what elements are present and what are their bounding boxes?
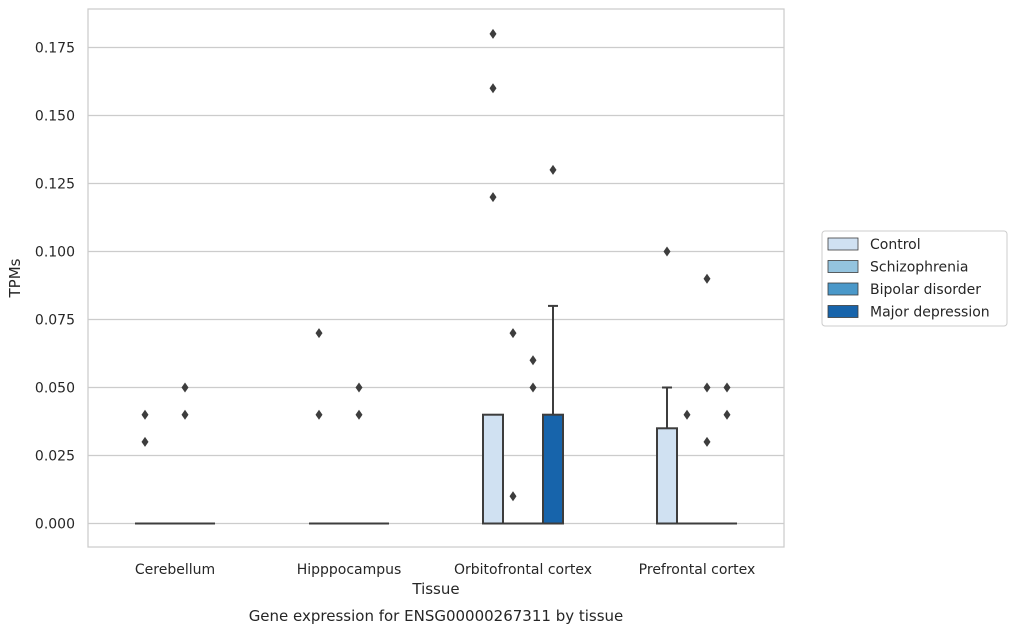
outlier-point: [663, 246, 671, 257]
outlier-point: [703, 382, 711, 393]
legend-swatch: [827, 237, 859, 251]
outlier-point: [489, 83, 497, 94]
outlier-point: [181, 382, 189, 393]
series-2: [175, 273, 717, 525]
legend-frame: [821, 230, 1008, 327]
outlier-point: [723, 409, 731, 420]
series-1: [155, 328, 697, 525]
x-tick-labels: Cerebellum Hipppocampus Orbitofrontal cort…: [135, 562, 755, 578]
y-tick-label: 0.175: [35, 41, 75, 57]
box: [656, 427, 678, 525]
y-tick-label: 0.125: [35, 177, 75, 193]
outlier-point: [549, 164, 557, 175]
legend-swatch: [827, 260, 859, 273]
plot-background: [88, 9, 784, 547]
y-tick-label: 0.100: [35, 245, 75, 261]
plot-frame: [87, 8, 785, 548]
series-0: [135, 28, 678, 525]
outlier-point: [141, 409, 149, 420]
legend-label: Schizophrenia: [870, 260, 968, 276]
outlier-point: [489, 192, 497, 203]
legend-label: Bipolar disorder: [870, 282, 981, 298]
y-tick-label: 0.025: [35, 449, 75, 465]
y-tick-label: 0.150: [35, 109, 75, 125]
grid-lines: [88, 46, 784, 525]
outlier-point: [529, 355, 537, 366]
outlier-point: [509, 328, 517, 339]
outlier-point: [489, 28, 497, 39]
y-axis-title: TPMs: [6, 258, 24, 298]
box-series: [135, 28, 737, 525]
y-tick-label: 0.000: [35, 517, 75, 533]
outlier-point: [723, 382, 731, 393]
legend-swatch: [827, 282, 859, 296]
x-tick-label: Hipppocampus: [297, 562, 402, 578]
legend-label: Control: [870, 237, 921, 253]
outlier-point: [181, 409, 189, 420]
x-tick-label: Orbitofrontal cortex: [454, 562, 592, 578]
outlier-point: [703, 273, 711, 284]
outlier-point: [355, 409, 363, 420]
legend: Control Schizophrenia Bipolar disorder Majo…: [821, 230, 1008, 327]
x-axis-title: Tissue: [411, 580, 459, 598]
series-3: [195, 164, 737, 525]
legend-swatch: [827, 305, 859, 318]
y-tick-label: 0.050: [35, 381, 75, 397]
outlier-point: [141, 436, 149, 447]
outlier-point: [315, 328, 323, 339]
outlier-point: [509, 491, 517, 502]
legend-label: Major depression: [870, 305, 990, 321]
outlier-point: [529, 382, 537, 393]
y-tick-labels: 0.000 0.025 0.050 0.075 0.100 0.125 0.150 0.175: [35, 41, 75, 533]
chart-caption: Gene expression for ENSG00000267311 by t…: [249, 607, 624, 625]
x-tick-label: Cerebellum: [135, 562, 215, 578]
box: [482, 413, 504, 525]
outlier-point: [315, 409, 323, 420]
outlier-point: [683, 409, 691, 420]
outlier-point: [355, 382, 363, 393]
x-tick-label: Prefrontal cortex: [639, 562, 756, 578]
box: [542, 413, 564, 525]
y-tick-label: 0.075: [35, 313, 75, 329]
outlier-point: [703, 436, 711, 447]
